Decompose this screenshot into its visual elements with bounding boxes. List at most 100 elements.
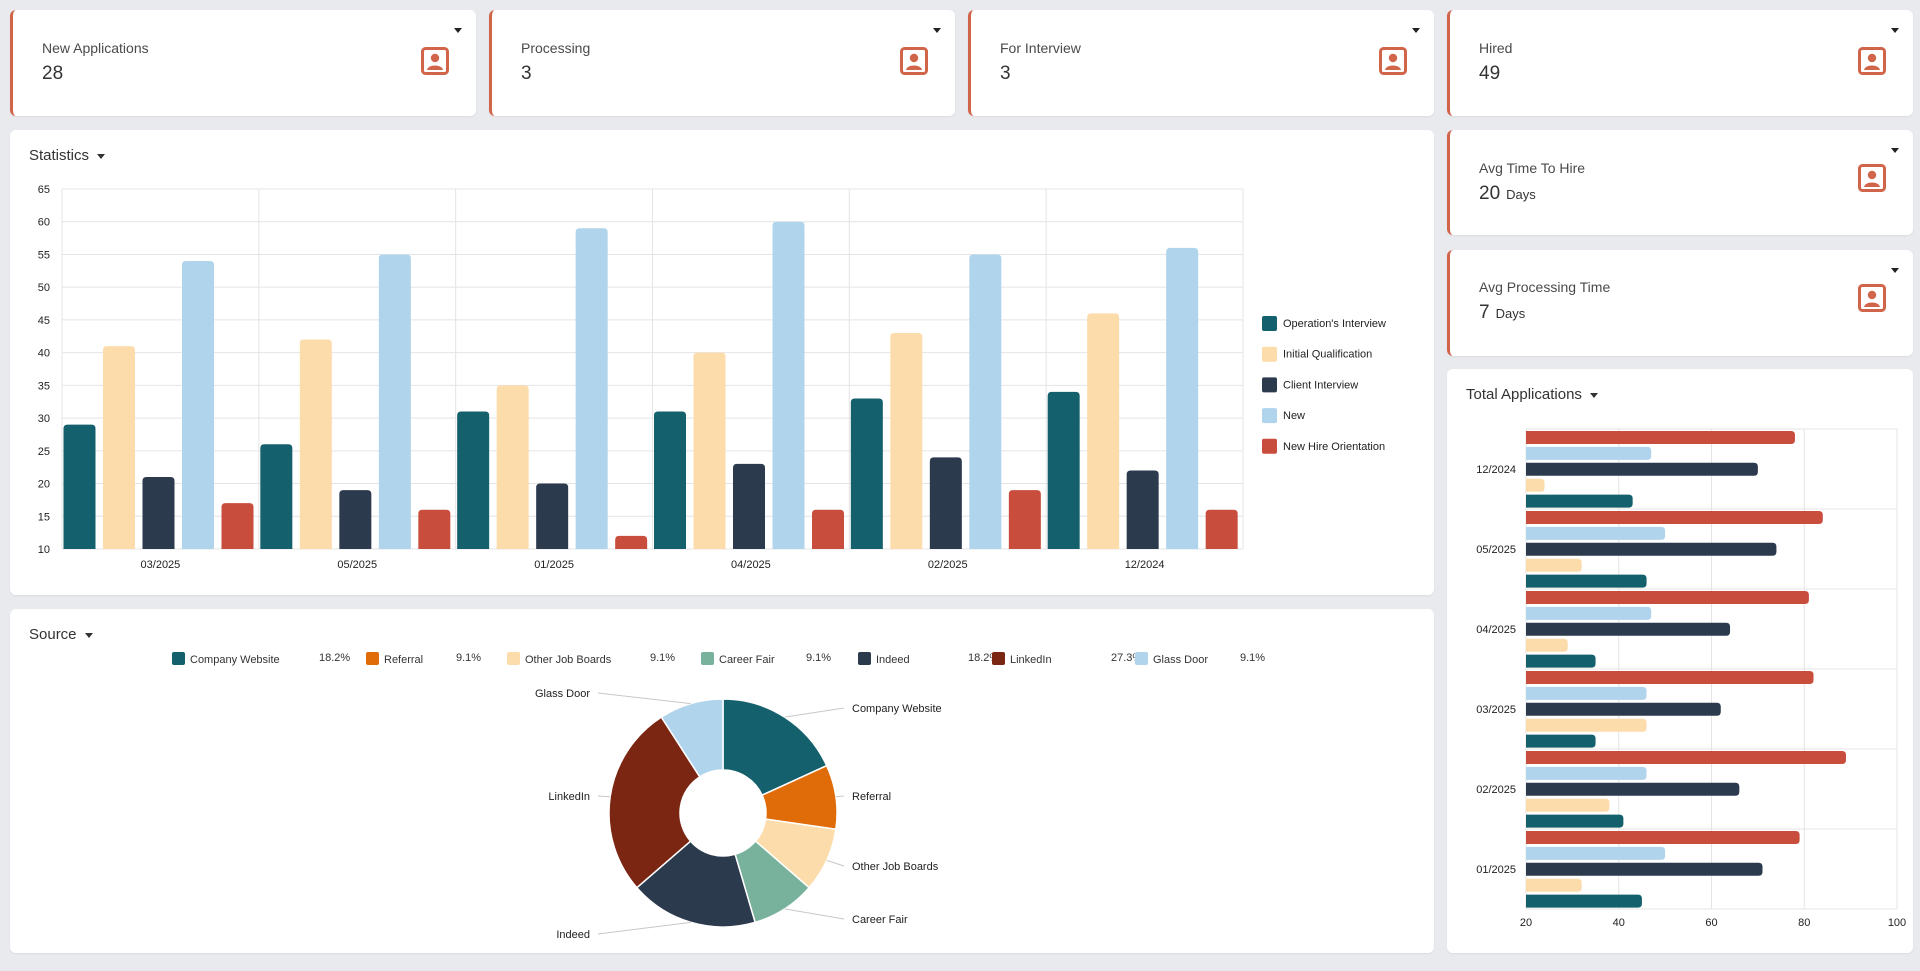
portrait-icon — [900, 47, 928, 75]
bar — [103, 346, 135, 549]
legend-item[interactable]: Company Website 18.2% — [172, 652, 350, 666]
x-tick-label: 12/2024 — [1125, 559, 1165, 571]
y-tick-label: 60 — [38, 217, 50, 229]
kpi-value: 49 — [1479, 63, 1501, 84]
kpi-menu-caret[interactable] — [933, 28, 941, 33]
legend-swatch — [1135, 652, 1148, 665]
kpi-unit: Days — [1495, 306, 1526, 321]
bar — [1526, 462, 1758, 476]
legend-percent: 9.1% — [806, 652, 832, 664]
bar — [1008, 490, 1041, 549]
bar — [1526, 558, 1582, 572]
bar — [772, 221, 805, 549]
bar — [1526, 894, 1642, 908]
kpi-label: Hired — [1479, 40, 1513, 56]
bar — [1526, 431, 1795, 444]
bar — [1526, 766, 1647, 780]
x-tick-label: 05/2025 — [337, 559, 377, 571]
portrait-icon — [1379, 47, 1407, 75]
bar — [929, 457, 962, 549]
kpi-label: Avg Processing Time — [1479, 279, 1611, 295]
bar — [1526, 671, 1814, 684]
y-tick-label: 55 — [38, 249, 50, 261]
kpi-menu-caret[interactable] — [1891, 148, 1899, 153]
bar — [1166, 247, 1199, 549]
legend-item[interactable]: Referral 9.1% — [366, 652, 481, 666]
portrait-icon — [1858, 47, 1886, 75]
legend-swatch — [1262, 346, 1277, 362]
legend-item[interactable]: Indeed 18.2% — [858, 652, 999, 666]
bar — [1526, 782, 1740, 796]
kpi-value: 28 — [42, 63, 64, 84]
source-pie-chart: Company Website Referral Other Job Boards C… — [535, 688, 942, 941]
bar — [457, 411, 490, 549]
legend-label: Referral — [384, 654, 424, 666]
bar — [1526, 511, 1823, 524]
bar — [1526, 591, 1809, 604]
source-title-dropdown[interactable]: Source — [29, 626, 93, 643]
bar — [142, 477, 175, 549]
legend-swatch — [1262, 377, 1277, 393]
bar — [339, 490, 372, 549]
legend-swatch — [858, 652, 871, 665]
legend-swatch — [507, 652, 520, 665]
bar — [1526, 478, 1545, 492]
legend-percent: 27.3% — [1111, 652, 1143, 664]
kpi-value: 7 Days — [1479, 302, 1526, 323]
x-tick-label: 03/2025 — [141, 559, 181, 571]
legend-swatch — [701, 652, 714, 665]
legend-item[interactable]: Career Fair 9.1% — [701, 652, 831, 666]
portrait-icon — [421, 47, 449, 75]
bar — [812, 509, 844, 549]
legend-swatch — [1262, 438, 1277, 454]
legend-swatch — [1262, 408, 1277, 424]
kpi-menu-caret[interactable] — [454, 28, 462, 33]
pie-slice — [722, 698, 828, 797]
pie-slice — [660, 698, 724, 778]
bar — [63, 424, 96, 549]
kpi-label: New Applications — [42, 40, 149, 56]
kpi-menu-caret[interactable] — [1891, 28, 1899, 33]
statistics-title-dropdown[interactable]: Statistics — [29, 147, 106, 164]
legend-percent: 9.1% — [456, 652, 482, 664]
source-legend: Company Website 18.2% Referral 9.1% Other Jo… — [10, 652, 1434, 670]
kpi-card-avg-time-to-hire: Avg Time To Hire 20 Days — [1447, 130, 1913, 235]
y-tick-label: 05/2025 — [1476, 544, 1516, 556]
kpi-card-hired: Hired 49 — [1447, 10, 1913, 116]
legend-percent: 9.1% — [650, 652, 676, 664]
bar — [1526, 526, 1666, 540]
legend-label: Indeed — [876, 654, 910, 666]
legend-label: New — [1283, 410, 1305, 422]
kpi-value: 3 — [1000, 63, 1011, 84]
legend-percent: 18.2% — [319, 652, 351, 664]
x-tick-label: 20 — [1520, 917, 1532, 929]
kpi-label: For Interview — [1000, 40, 1081, 56]
legend-label: Operation's Interview — [1283, 318, 1386, 330]
legend-item[interactable]: Glass Door 9.1% — [1135, 652, 1265, 666]
legend-item[interactable]: LinkedIn 27.3% — [992, 652, 1142, 666]
kpi-menu-caret[interactable] — [1891, 268, 1899, 273]
total-applications-title-dropdown[interactable]: Total Applications — [1466, 386, 1598, 403]
pie-label: Career Fair — [852, 914, 908, 926]
y-tick-label: 45 — [38, 315, 50, 327]
legend-item[interactable]: Other Job Boards 9.1% — [507, 652, 675, 666]
bar — [1205, 509, 1238, 549]
chevron-down-icon — [1589, 392, 1598, 398]
legend-swatch — [1262, 316, 1277, 331]
bar — [1526, 862, 1763, 876]
bar — [1526, 494, 1633, 508]
x-tick-label: 02/2025 — [928, 559, 968, 571]
bar — [1526, 686, 1647, 700]
legend-swatch — [992, 652, 1005, 665]
x-tick-label: 04/2025 — [731, 559, 771, 571]
total-applications-chart: 20 40 60 80 100 12/2024 05/2025 04/2025 03/2025 0… — [1476, 428, 1906, 929]
y-tick-label: 01/2025 — [1476, 864, 1516, 876]
kpi-menu-caret[interactable] — [1412, 28, 1420, 33]
bar — [1526, 878, 1582, 892]
bar — [182, 261, 214, 549]
pie-label: Referral — [852, 791, 891, 803]
bar — [221, 503, 254, 549]
legend-percent: 9.1% — [1240, 652, 1266, 664]
source-panel: Source Company Website 18.2% Referral 9.1% O… — [10, 609, 1434, 953]
bar — [1526, 798, 1610, 812]
